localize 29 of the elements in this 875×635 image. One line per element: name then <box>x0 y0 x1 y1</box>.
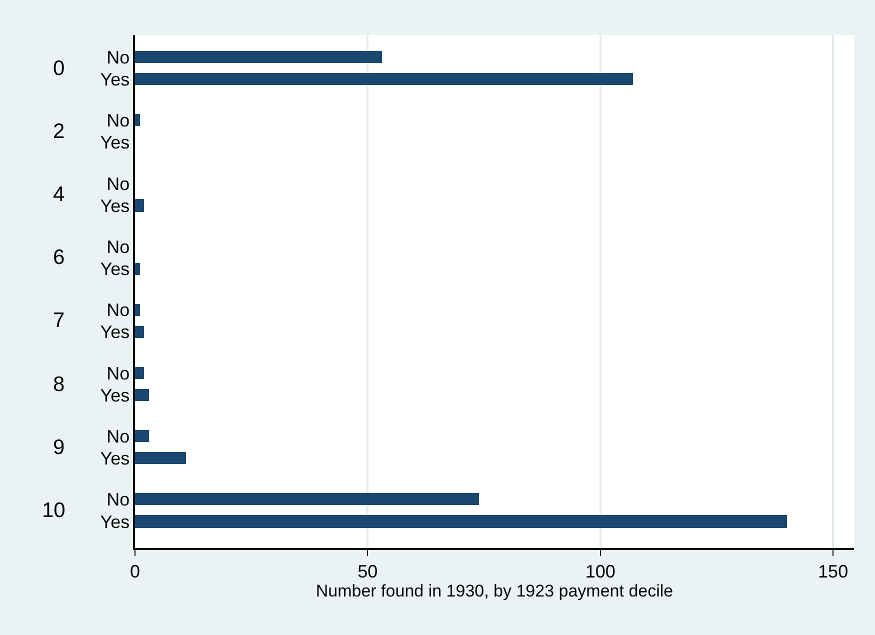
y-tick-label: Yes <box>100 385 130 406</box>
text: 4 <box>53 183 65 206</box>
y-tick-label: Yes <box>100 69 130 90</box>
text: 0 <box>53 57 65 80</box>
text: 8 <box>53 373 65 396</box>
y-tick-label: No <box>106 47 130 68</box>
text: 2 <box>53 120 65 143</box>
text: 9 <box>53 436 65 459</box>
x-axis-title: Number found in 1930, by 1923 payment decile <box>316 581 674 600</box>
x-tick-label: 150 <box>818 561 848 582</box>
y-tick-label: Yes <box>100 196 130 216</box>
text: 7 <box>53 309 65 332</box>
x-tick-label: 100 <box>585 561 616 582</box>
y-tick-label: No <box>106 174 130 194</box>
x-tick-label: 50 <box>358 561 378 582</box>
x-tick-label: 0 <box>130 561 140 582</box>
y-tick-label: No <box>106 236 130 257</box>
text: 10 <box>42 499 66 522</box>
y-tick-label: No <box>106 110 130 131</box>
y-tick-label: Yes <box>100 132 130 153</box>
text: 6 <box>53 246 65 269</box>
y-tick-label: No <box>106 363 130 384</box>
y-tick-label: Yes <box>100 259 130 280</box>
y-tick-label: No <box>106 490 130 510</box>
y-tick-label: No <box>106 300 130 320</box>
y-tick-label: Yes <box>100 448 130 469</box>
y-tick-label: Yes <box>100 322 130 342</box>
y-tick-label: No <box>106 426 130 447</box>
y-tick-label: Yes <box>100 512 130 532</box>
